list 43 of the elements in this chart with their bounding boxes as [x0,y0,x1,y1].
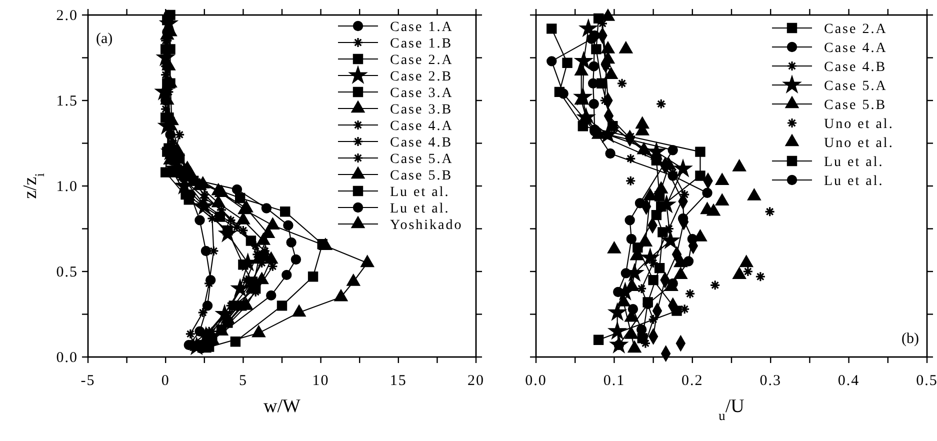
x-tick-label: 20 [468,373,484,389]
annotation: (a) [96,31,113,47]
legend-label: Case 4.B [824,60,887,75]
legend-label: Case 3.A [390,86,454,101]
legend-label: Case 2.B [390,70,453,84]
annotation: (b) [902,331,919,347]
legend-label: Yoshikado [390,218,463,233]
y-tick-label: 0.0 [56,350,78,366]
legend-label: Lu et al. [824,155,884,170]
legend-label: Case 2.A [390,53,454,68]
legend-label: Lu et al. [824,174,884,189]
x-tick-label: 0.1 [603,373,626,389]
x-tick-label: 0.5 [916,373,937,389]
legend-label: Case 1.A [390,20,454,35]
legend-label: Case 1.B [390,36,453,52]
x-tick-label: 0.4 [838,373,860,389]
legend-label: Case 2.A [824,22,888,37]
x-tick-label: 5 [238,373,248,389]
x-tick-label: 15 [390,373,407,389]
x-axis-title: $_{u}$/U [718,396,745,422]
x-tick-label: -5 [80,373,96,389]
x-axis-title: w/W [264,396,301,417]
legend-label: Case 4.A [390,119,454,134]
x-tick-label: 10 [312,373,330,389]
legend-label: Case 5.B [390,168,453,184]
y-tick-label: 0.5 [56,264,78,280]
legend-label: Uno et al. [824,136,894,151]
legend-label: Case 5.A [824,79,888,94]
x-tick-label: 0 [161,373,170,389]
legend-label: Case 4.A [824,41,888,56]
x-tick-label: 0.3 [760,373,782,389]
legend-label: Lu et al. [390,185,450,200]
legend-label: Case 5.B [824,98,887,113]
x-tick-label: 0.2 [682,373,704,389]
legend-label: Case 4.B [390,136,453,150]
legend-label: Case 3.B [390,102,453,118]
y-tick-label: 2.0 [56,8,78,24]
y-tick-label: 1.0 [56,179,78,195]
y-tick-label: 1.5 [56,94,78,110]
legend-label: Uno et al. [824,117,894,132]
legend-label: Lu et al. [390,202,450,216]
legend-label: Case 5.A [390,152,454,167]
x-tick-label: 0.0 [525,373,547,389]
